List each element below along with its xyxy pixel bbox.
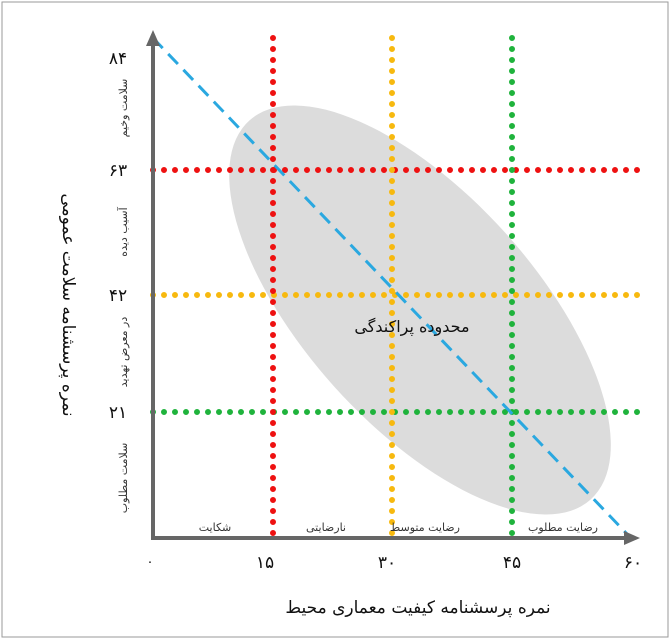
x-zone-label: رضایت مطلوب [528,521,598,534]
x-zone-label: نارضایتی [306,521,346,534]
trend-line [151,36,630,537]
x-zone-label: رضایت متوسط [390,521,460,534]
x-tick-label: ۶۰ [624,553,642,573]
y-axis-title: نمره پرسشنامه سلامت عمومی [58,193,78,416]
x-axis-arrow-icon [624,531,640,545]
y-zone-label: آسیب دیده [116,206,130,256]
y-tick-label: ۶۳ [109,161,127,181]
y-zone-label: در معرض تهدید [117,317,130,388]
y-tick-label: ۸۴ [109,49,127,69]
x-axis-title: نمره پرسشنامه کیفیت معماری محیط [285,598,550,618]
x-zone-label: شکایت [199,521,232,534]
x-tick-label: ۱۵ [256,553,274,573]
scatter-region-label: محدوده پراکندگی [354,317,469,337]
x-tick-label: ۳۰ [378,553,396,573]
y-tick-label: ۴۲ [109,286,127,306]
y-axis-arrow-icon [146,30,160,46]
x-tick-label: ۴۵ [503,553,521,573]
y-zone-label: سلامت مطلوب [117,443,130,514]
x-origin-label: ۰ [147,555,154,570]
y-zone-label: سلامت وخیم [117,79,130,138]
y-tick-label: ۲۱ [109,403,127,423]
